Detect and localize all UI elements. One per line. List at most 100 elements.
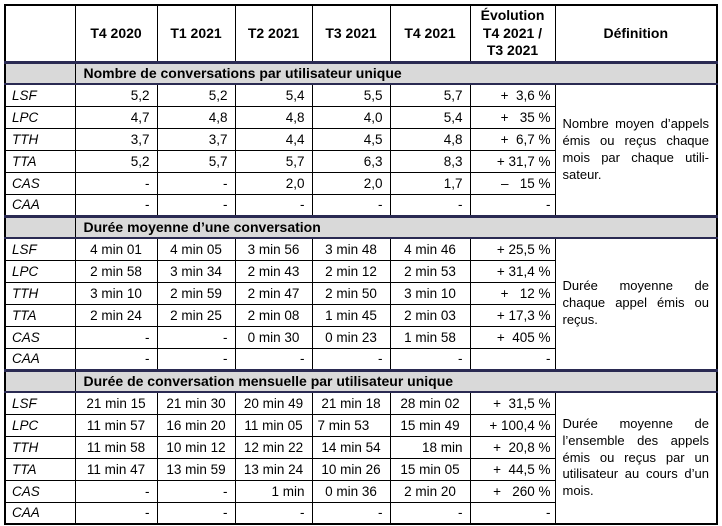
value-cell: 10 min 26	[311, 457, 391, 481]
value-cell: 21 min 15	[74, 391, 158, 415]
value-cell: 4,0	[311, 105, 391, 129]
value-cell: 2 min 59	[156, 281, 236, 305]
row-label: CAA	[4, 501, 76, 525]
column-header-t4-2021: T4 2021	[389, 4, 471, 63]
evolution-cell: + 6,7 %	[469, 127, 556, 151]
value-cell: 4,8	[156, 105, 236, 129]
value-cell: -	[156, 501, 236, 525]
value-cell: 3 min 10	[389, 281, 471, 305]
column-header-definition: Définition	[554, 4, 718, 63]
section-band-row: Durée de conversation mensuelle par util…	[4, 368, 718, 393]
value-cell: 5,4	[234, 83, 313, 107]
row-label: TTA	[4, 457, 76, 481]
value-cell: -	[311, 193, 391, 217]
value-cell: 4,5	[311, 127, 391, 151]
value-cell: 28 min 02	[389, 391, 471, 415]
row-label: LPC	[4, 259, 76, 283]
statistics-table: T4 2020 T1 2021 T2 2021 T3 2021 T4 2021 …	[4, 4, 718, 525]
evolution-cell: + 20,8 %	[469, 435, 556, 459]
corner-cell	[4, 4, 76, 63]
value-cell: 2,0	[234, 171, 313, 195]
evolution-cell: + 31,4 %	[469, 259, 556, 283]
row-label: LPC	[4, 413, 76, 437]
value-cell: 7 min 53	[311, 413, 391, 437]
row-label: LPC	[4, 105, 76, 129]
value-cell: 13 min 24	[234, 457, 313, 481]
evolution-cell: + 17,3 %	[469, 303, 556, 327]
section-title: Nombre de conversations par utilisateur …	[74, 60, 718, 85]
definition-cell: Nombre moyen d’appels émis ou reçus chaq…	[554, 83, 718, 217]
value-cell: 2 min 03	[389, 303, 471, 327]
table-row: TTH 3,7 3,7 4,4 4,5 4,8 + 6,7 %	[4, 127, 717, 151]
value-cell: 6,3	[311, 149, 391, 173]
row-label: CAA	[4, 193, 76, 217]
value-cell: 5,5	[311, 83, 391, 107]
value-cell: 2 min 50	[311, 281, 391, 305]
value-cell: 3 min 10	[74, 281, 158, 305]
row-label: CAA	[4, 347, 76, 371]
value-cell: 0 min 30	[234, 325, 313, 349]
evolution-cell: + 44,5 %	[469, 457, 556, 481]
value-cell: -	[311, 501, 391, 525]
table-body: Nombre de conversations par utilisateur …	[4, 60, 718, 525]
row-label: TTH	[4, 127, 76, 151]
value-cell: 2,0	[311, 171, 391, 195]
value-cell: 21 min 30	[156, 391, 236, 415]
value-cell: 4,8	[234, 105, 313, 129]
value-cell: 5,2	[74, 83, 158, 107]
table-row: CAA - - - - - -	[4, 501, 717, 525]
value-cell: 14 min 54	[311, 435, 391, 459]
value-cell: -	[74, 193, 158, 217]
row-label: TTA	[4, 149, 76, 173]
value-cell: 1 min 58	[389, 325, 471, 349]
column-header-t4-2020: T4 2020	[74, 4, 158, 63]
definition-cell: Durée moyenne de chaque appel émis ou re…	[554, 237, 718, 371]
value-cell: 2 min 58	[74, 259, 158, 283]
table-row: LSF 5,2 5,2 5,4 5,5 5,7 + 3,6 % Nombre moyen d’…	[4, 83, 718, 217]
section-band-corner	[4, 60, 76, 85]
value-cell: -	[74, 325, 158, 349]
value-cell: 4 min 46	[389, 237, 471, 261]
value-cell: 11 min 47	[74, 457, 158, 481]
value-cell: 0 min 36	[311, 479, 391, 503]
value-cell: 5,7	[234, 149, 313, 173]
evolution-cell: + 100,4 %	[469, 413, 556, 437]
table-row: TTA 2 min 24 2 min 25 2 min 08 1 min 45 2 min…	[4, 303, 717, 327]
value-cell: -	[234, 193, 313, 217]
value-cell: 11 min 57	[74, 413, 158, 437]
value-cell: 11 min 05	[234, 413, 313, 437]
value-cell: -	[156, 325, 236, 349]
row-label: LSF	[4, 237, 76, 261]
value-cell: -	[389, 193, 471, 217]
section-title: Durée moyenne d’une conversation	[74, 214, 718, 239]
evolution-header-line: T4 2021 /	[482, 24, 543, 41]
value-cell: 10 min 12	[156, 435, 236, 459]
row-label: CAS	[4, 325, 76, 349]
row-label: LSF	[4, 83, 76, 107]
value-cell: 16 min 20	[156, 413, 236, 437]
value-cell: 3 min 34	[156, 259, 236, 283]
value-cell: 5,7	[389, 83, 471, 107]
value-cell: 13 min 59	[156, 457, 236, 481]
value-cell: 21 min 18	[311, 391, 391, 415]
value-cell: 2 min 25	[156, 303, 236, 327]
value-cell: -	[74, 501, 158, 525]
value-cell: 1,7	[389, 171, 471, 195]
value-cell: 5,4	[389, 105, 471, 129]
value-cell: 15 min 49	[389, 413, 471, 437]
value-cell: 4,7	[74, 105, 158, 129]
value-cell: 4,8	[389, 127, 471, 151]
definition-cell: Durée moyenne de l’ensemble des appels é…	[554, 391, 718, 525]
evolution-cell: + 12 %	[469, 281, 556, 305]
evolution-cell: + 25,5 %	[469, 237, 556, 261]
evolution-header-line: T3 2021	[486, 42, 539, 58]
evolution-cell: + 31,5 %	[469, 391, 556, 415]
value-cell: 3 min 48	[311, 237, 391, 261]
value-cell: -	[156, 171, 236, 195]
evolution-cell: -	[469, 193, 556, 217]
row-label: CAS	[4, 171, 76, 195]
value-cell: -	[74, 347, 158, 371]
value-cell: -	[74, 171, 158, 195]
value-cell: -	[234, 501, 313, 525]
